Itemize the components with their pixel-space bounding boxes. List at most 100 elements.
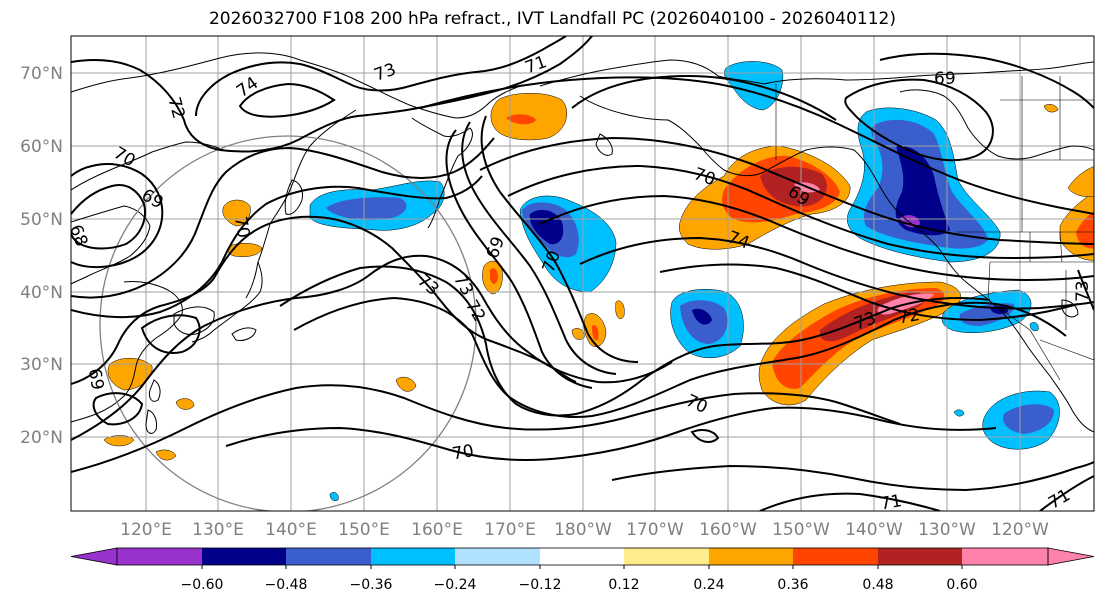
contour-line [1039, 475, 1094, 511]
contour-line [279, 265, 991, 417]
shade-patch [395, 376, 417, 392]
map-panel: 74 73 72 71 70 69 68 73 70 69 70 69 73 7… [65, 36, 1094, 514]
shade-patch [724, 61, 784, 111]
colorbar-segment [793, 548, 878, 565]
contour-line [238, 82, 336, 118]
shade-patch [1076, 211, 1094, 249]
colorbar-segment [455, 548, 540, 565]
shade-patch [571, 328, 585, 340]
contour-line [225, 406, 997, 461]
lat-label: 20°N [20, 428, 63, 448]
lon-label: 150°W [772, 520, 830, 540]
lon-label: 170°E [484, 520, 536, 540]
contour-line [71, 36, 593, 153]
contour-label: 71 [879, 491, 904, 514]
map-frame [70, 35, 1095, 512]
coastline [71, 52, 521, 119]
colorbar-tick-label: 0.12 [608, 577, 639, 593]
shade-patch [1067, 166, 1094, 197]
shade-patch [1029, 322, 1039, 331]
colorbar-segment [878, 548, 962, 565]
colorbar-segment [709, 548, 793, 565]
coastline [579, 95, 1094, 433]
contour-label: 68 [65, 222, 91, 249]
colorbar-border [116, 547, 1049, 566]
boundary-line [1021, 76, 1061, 232]
colorbar-segment [624, 548, 709, 565]
shade-patch [1043, 104, 1059, 113]
contour-line [571, 75, 837, 121]
contour-line [71, 175, 483, 319]
colorbar-segment [202, 548, 286, 565]
colorbar-extend-min [70, 547, 118, 566]
lat-labels: 20°N 30°N 40°N 50°N 60°N 70°N [20, 64, 63, 448]
coastline [149, 379, 161, 402]
shade-patch [895, 145, 950, 236]
colorbar-tick-label: −0.12 [519, 577, 562, 593]
colorbar-tick-label: −0.60 [181, 577, 224, 593]
range-circle [99, 135, 477, 511]
colorbar-tick-label: 0.60 [946, 577, 977, 593]
shade-patch [692, 308, 712, 325]
shade-patch [329, 492, 339, 501]
lon-label: 150°E [338, 520, 390, 540]
political-boundaries [775, 76, 1094, 381]
coastline [284, 179, 303, 215]
coastline [763, 61, 1094, 85]
map-title: 2026032700 F108 200 hPa refract., IVT La… [208, 9, 896, 29]
lon-label: 160°E [411, 520, 463, 540]
coastline [173, 306, 215, 335]
contour-line [71, 384, 901, 473]
lon-label: 140°W [845, 520, 903, 540]
coastline [71, 141, 225, 191]
lat-label: 40°N [20, 283, 63, 303]
contour-label: 69 [84, 367, 107, 392]
shade-patch [155, 449, 177, 461]
colorbar-segment [962, 548, 1048, 565]
colorbar-tick-label: 0.48 [862, 577, 893, 593]
boundary-line [960, 99, 1094, 161]
shade-patch [1003, 404, 1054, 434]
lon-label: 170°W [626, 520, 684, 540]
shade-patch [326, 197, 407, 220]
shade-patch [490, 268, 498, 284]
contour-label: 70 [451, 441, 476, 464]
colorbar-tick-label: 0.24 [693, 577, 724, 593]
contour-line [1077, 269, 1094, 311]
contour-line [195, 36, 567, 117]
contour-line [92, 392, 144, 426]
lon-label: 140°E [265, 520, 317, 540]
lon-label: 130°E [192, 520, 244, 540]
colorbar: −0.60 −0.48 −0.36 −0.24 −0.12 0.12 0.24 … [70, 547, 1095, 593]
lon-label: 120°E [120, 520, 172, 540]
contour-line [844, 78, 994, 162]
lat-label: 70°N [20, 64, 63, 84]
coastline [411, 117, 473, 229]
contour-label: 70 [230, 215, 253, 240]
shade-patch [506, 114, 536, 125]
colorbar-tick-label: −0.36 [350, 577, 393, 593]
lat-label: 50°N [20, 210, 63, 230]
contour-line [879, 52, 1094, 109]
contour-label: 72 [897, 305, 922, 328]
colorbar-tick-label: −0.48 [265, 577, 308, 593]
contour-line [759, 492, 941, 511]
contour-line [579, 236, 1094, 310]
shade-patch [953, 409, 965, 417]
contour-line [611, 461, 1094, 492]
contour-line [71, 137, 495, 299]
contour-line [507, 164, 1094, 260]
contour-line [71, 215, 577, 385]
colorbar-tick-label: 0.36 [777, 577, 808, 593]
coastline [145, 409, 157, 434]
contour-line [445, 129, 593, 389]
lat-label: 60°N [20, 137, 63, 157]
contour-line [461, 121, 617, 375]
boundary-line [987, 261, 1094, 301]
contour-line [71, 254, 673, 441]
lon-label: 130°W [918, 520, 976, 540]
contour-label: 69 [934, 69, 956, 89]
coastline [71, 281, 183, 423]
lon-label: 180°W [554, 520, 612, 540]
